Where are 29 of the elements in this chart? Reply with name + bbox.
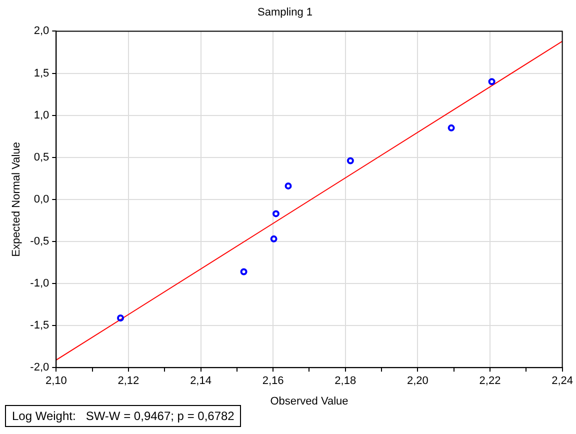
x-tick-label: 2,12	[118, 375, 140, 388]
chart-title: Sampling 1	[257, 6, 313, 19]
point	[117, 314, 124, 322]
point	[448, 124, 455, 132]
x-tick-label: 2,16	[262, 375, 284, 388]
y-tick-label: 1,5	[34, 67, 50, 80]
x-axis-title: Observed Value	[270, 395, 348, 408]
y-tick-label: -1,5	[30, 320, 50, 332]
point	[284, 182, 292, 190]
y-tick-label: -2,0	[30, 362, 50, 374]
x-tick-label: 2,18	[334, 375, 356, 388]
x-tick-label: 2,10	[45, 375, 67, 388]
y-tick-label: 2,0	[34, 25, 50, 38]
y-tick-label: -0,5	[30, 235, 50, 248]
y-tick-label: 0,5	[34, 151, 50, 164]
y-tick-label: 0,0	[34, 193, 50, 206]
point	[272, 210, 280, 218]
x-tick-label: 2,22	[479, 375, 501, 388]
y-tick-label: -1,0	[30, 278, 50, 290]
point	[488, 78, 496, 86]
text: Log Weight: SW-W = 0,9467; p = 0,6782	[5, 405, 242, 427]
x-tick-label: 2,14	[190, 375, 212, 388]
x-tick-label: 2,20	[406, 375, 428, 388]
y-axis-title: Expected Normal Value	[10, 142, 23, 257]
x-tick-label: 2,24	[552, 375, 574, 388]
point	[240, 268, 248, 276]
point	[346, 157, 354, 164]
point	[270, 235, 278, 242]
y-tick-label: 1,0	[34, 109, 50, 122]
